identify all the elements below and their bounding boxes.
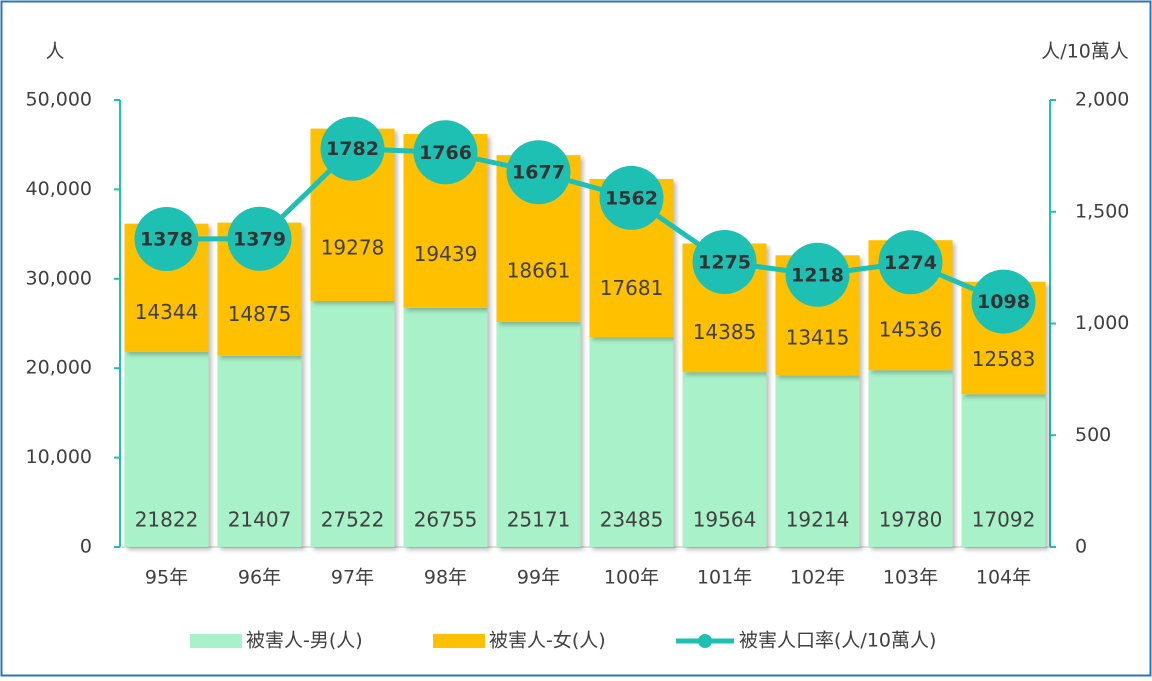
data-label: 14875 (228, 302, 292, 326)
y-tick-label: 30,000 (26, 267, 92, 289)
y-tick-label: 0 (80, 536, 92, 558)
data-label: 14536 (879, 318, 943, 342)
data-label: 14344 (135, 300, 199, 324)
y2-tick-label: 2,000 (1075, 89, 1129, 111)
data-label: 1378 (140, 229, 193, 251)
data-label: 1218 (791, 264, 844, 286)
y-tick-label: 50,000 (26, 89, 92, 111)
bar (403, 307, 488, 547)
legend-swatch (433, 634, 485, 648)
bar (124, 351, 209, 547)
x-tick-label: 103年 (883, 567, 938, 589)
legend-label: 被害人-女(人) (489, 630, 606, 652)
line-marker (878, 230, 943, 295)
bar (589, 337, 674, 547)
x-tick-label: 104年 (976, 567, 1031, 589)
x-tick-label: 100年 (604, 567, 659, 589)
x-tick-label: 99年 (517, 567, 560, 589)
line-marker (599, 165, 664, 230)
line-marker (227, 206, 292, 271)
legend-label: 被害人-男(人) (246, 630, 363, 652)
data-label: 1275 (698, 252, 751, 274)
data-label: 1677 (512, 162, 565, 184)
data-label: 19564 (693, 508, 757, 532)
bar (217, 355, 302, 547)
data-label: 1782 (326, 138, 379, 160)
data-label: 19214 (786, 508, 850, 532)
y2-tick-label: 1,000 (1075, 312, 1129, 334)
data-label: 19278 (321, 236, 385, 260)
bar (682, 372, 767, 547)
x-tick-label: 98年 (424, 567, 467, 589)
x-tick-label: 97年 (331, 567, 374, 589)
line-marker (506, 140, 571, 205)
data-label: 26755 (414, 508, 478, 532)
data-label: 23485 (600, 508, 664, 532)
y-tick-label: 10,000 (26, 446, 92, 468)
line-marker (692, 230, 757, 295)
x-tick-label: 101年 (697, 567, 752, 589)
x-tick-label: 102年 (790, 567, 845, 589)
data-label: 19780 (879, 508, 943, 532)
line-marker (971, 269, 1036, 334)
data-label: 13415 (786, 326, 850, 350)
data-label: 1098 (977, 291, 1030, 313)
bar (961, 394, 1046, 547)
line-marker (134, 207, 199, 272)
line-marker (785, 242, 850, 307)
line (166, 146, 1005, 304)
legend-label: 被害人口率(人/10萬人) (739, 630, 936, 652)
data-label: 1379 (233, 228, 286, 250)
data-label: 1274 (884, 252, 937, 274)
y2-tick-label: 500 (1075, 424, 1111, 446)
legend-marker (698, 634, 712, 648)
y2-axis-title: 人/10萬人 (1041, 41, 1129, 63)
bar (310, 300, 395, 547)
x-tick-label: 96年 (238, 567, 281, 589)
data-label: 17092 (972, 508, 1036, 532)
bar (775, 375, 860, 547)
data-label: 14385 (693, 320, 757, 344)
y2-tick-label: 1,500 (1075, 200, 1129, 222)
data-label: 1766 (419, 142, 472, 164)
legend-swatch (190, 634, 242, 648)
data-label: 19439 (414, 242, 478, 266)
bar (868, 370, 953, 547)
line-marker (320, 116, 385, 181)
data-label: 1562 (605, 187, 658, 209)
bar (496, 321, 581, 547)
data-label: 12583 (972, 347, 1036, 371)
data-label: 18661 (507, 258, 571, 282)
x-tick-label: 95年 (145, 567, 188, 589)
y-axis-title: 人 (45, 41, 64, 63)
data-label: 21407 (228, 508, 292, 532)
line-marker (413, 120, 478, 185)
data-label: 17681 (600, 276, 664, 300)
data-label: 27522 (321, 508, 385, 532)
y-tick-label: 40,000 (26, 178, 92, 200)
y2-tick-label: 0 (1075, 536, 1087, 558)
y-tick-label: 20,000 (26, 357, 92, 379)
data-label: 25171 (507, 508, 571, 532)
data-label: 21822 (135, 508, 199, 532)
